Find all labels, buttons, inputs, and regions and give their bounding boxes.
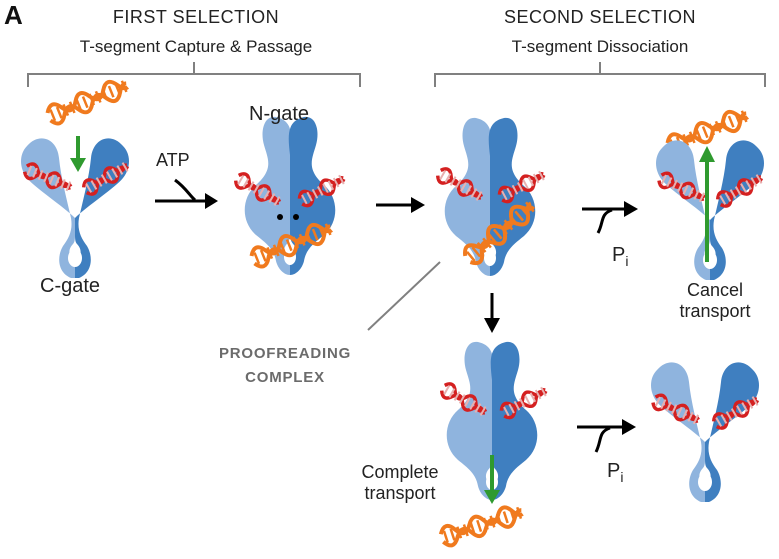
second-selection-subtitle: T-segment Dissociation — [511, 37, 689, 56]
proofreading-complex-label: PROOFREADING COMPLEX — [205, 342, 365, 390]
atp-arrow — [155, 178, 218, 209]
panel-label: A — [4, 0, 23, 30]
complete-line1: Complete — [361, 462, 439, 482]
complete-line2: transport — [364, 483, 436, 503]
t-segment-dna-orange — [43, 73, 133, 129]
arrow-down — [484, 293, 500, 333]
stage1-enzyme — [21, 73, 133, 279]
complete-transport-label: Complete transport — [345, 462, 455, 504]
pi-label-top: Pi — [612, 244, 629, 269]
stage5-complete-enzyme — [436, 341, 551, 550]
n-gate-label: N-gate — [249, 103, 310, 125]
green-arrow-down — [484, 455, 500, 504]
cancel-line2: transport — [679, 301, 751, 321]
proofreading-line2: COMPLEX — [245, 369, 325, 386]
pi-arrow-cancel — [582, 201, 638, 234]
arrow-to-second — [376, 197, 425, 213]
pi-label-bottom: Pi — [607, 460, 624, 485]
first-selection-title: FIRST SELECTION — [112, 7, 280, 27]
c-gate-label: C-gate — [40, 275, 101, 297]
stage2-enzyme — [231, 116, 349, 275]
stage3-proofreading-enzyme — [433, 117, 549, 276]
atp-label: ATP — [156, 150, 190, 170]
first-selection-bracket — [27, 62, 361, 87]
t-segment-dna-orange — [436, 500, 528, 550]
cancel-line1: Cancel — [686, 280, 744, 300]
proofreading-line1: PROOFREADING — [218, 345, 352, 362]
second-selection-title: SECOND SELECTION — [503, 7, 697, 27]
stage4-cancel-enzyme — [655, 103, 767, 281]
proofreading-pointer-line — [367, 261, 441, 331]
stage6-open-enzyme — [649, 362, 763, 503]
cancel-transport-label: Cancel transport — [660, 280, 770, 322]
first-selection-subtitle: T-segment Capture & Passage — [79, 37, 313, 56]
green-arrow-down — [70, 136, 86, 172]
second-selection-bracket — [434, 62, 766, 87]
pi-arrow-reset — [577, 419, 636, 453]
green-arrow-up — [699, 146, 715, 262]
